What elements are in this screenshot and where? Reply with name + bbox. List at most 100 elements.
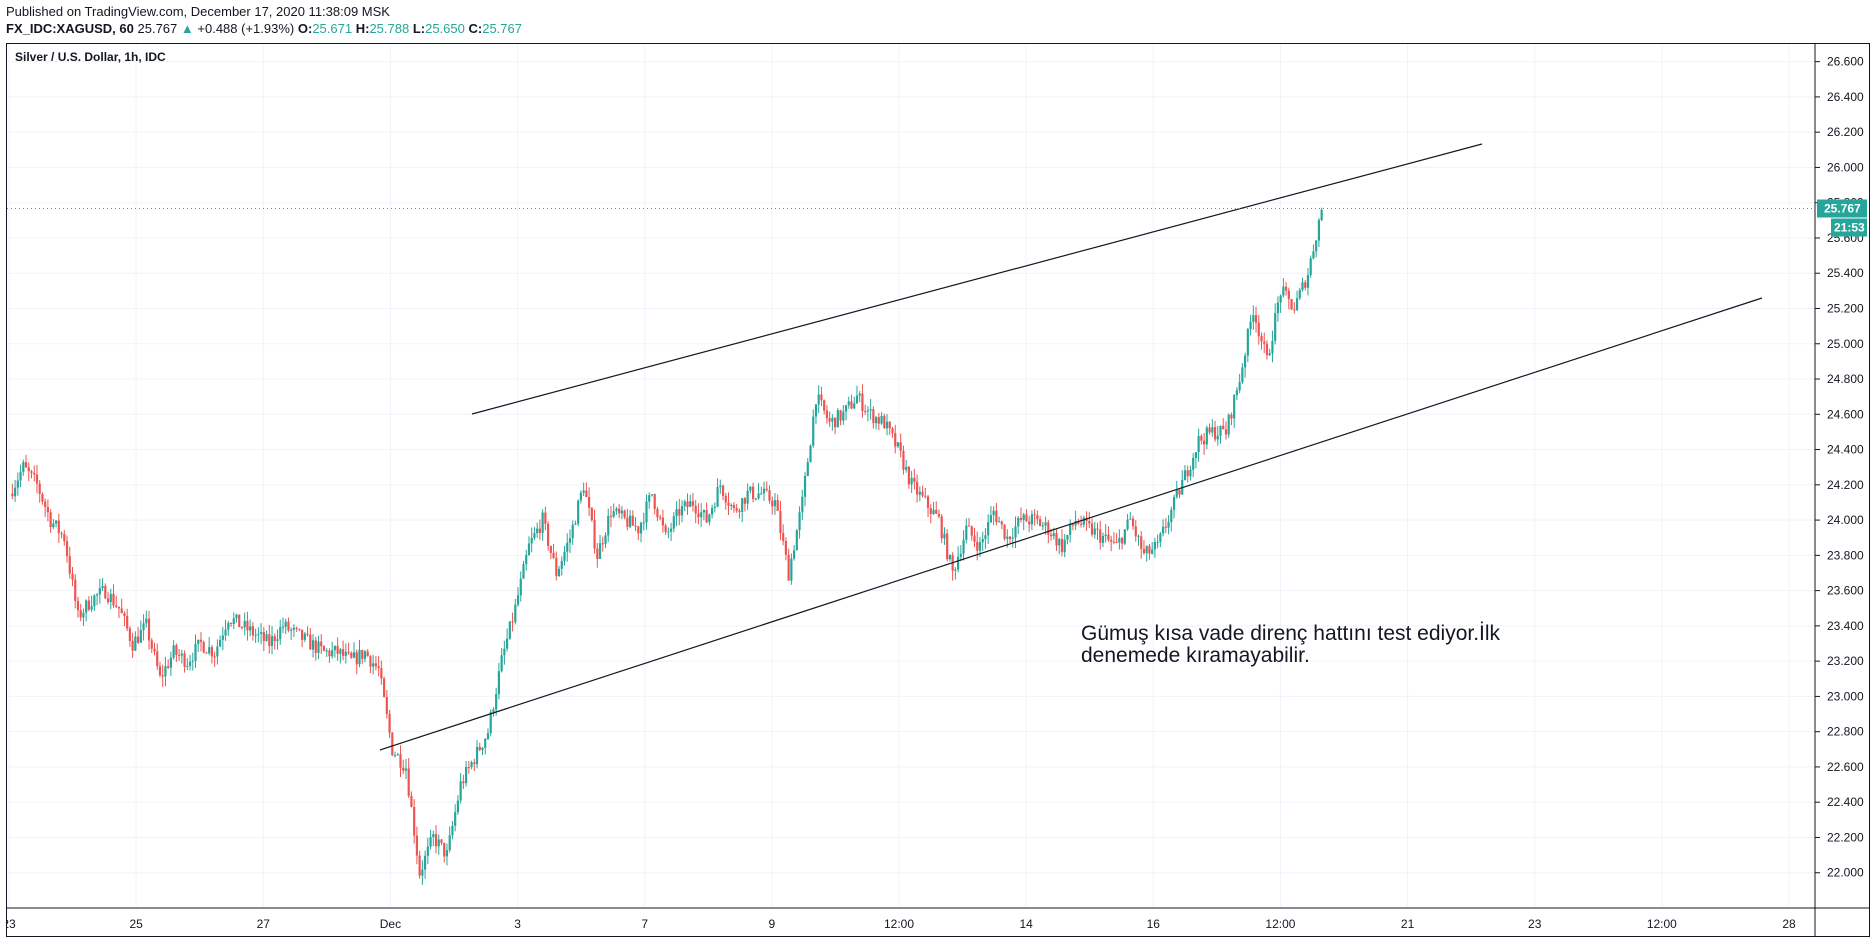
time-axis[interactable]: 23 25 27 Dec 3 7 9 12:00 14 16 12:00 21 23 12:00 28 xyxy=(2,917,1796,931)
candle-body xyxy=(1167,521,1170,528)
candle-body xyxy=(907,466,910,485)
candle-body xyxy=(557,568,561,577)
candle-body xyxy=(711,508,714,515)
candle-body xyxy=(620,510,623,514)
candle-body xyxy=(1254,315,1258,323)
candle-body xyxy=(156,651,159,667)
candle-body xyxy=(626,517,629,527)
candle-body xyxy=(194,643,197,661)
candle-body xyxy=(410,795,413,807)
candle-body xyxy=(377,666,380,669)
candle-body xyxy=(1110,539,1113,542)
chart-frame[interactable]: 22.000 22.200 22.400 22.600 22.800 23.000 23.2… xyxy=(2,43,1870,937)
candle-body xyxy=(342,649,345,656)
candle-body xyxy=(65,541,69,557)
y-tick-label: 26.200 xyxy=(1827,125,1864,139)
y-tick-label: 24.600 xyxy=(1827,407,1864,421)
candle-body xyxy=(320,641,323,647)
candle-body xyxy=(1241,367,1244,383)
candle-body xyxy=(549,546,552,553)
candle-body xyxy=(191,660,194,662)
candle-body xyxy=(926,496,930,508)
candle-body xyxy=(639,522,643,534)
y-tick-label: 22.000 xyxy=(1827,866,1864,880)
candle-body xyxy=(445,850,449,857)
candle-body xyxy=(888,421,891,429)
candle-body xyxy=(782,533,785,542)
candle-body xyxy=(1317,219,1320,241)
candle-body xyxy=(260,632,263,634)
candle-body xyxy=(984,535,987,539)
candle-body xyxy=(383,678,386,697)
candle-body xyxy=(814,404,818,417)
candle-body xyxy=(932,509,935,514)
candle-body xyxy=(577,500,580,524)
candle-body xyxy=(1096,528,1099,530)
trendline[interactable] xyxy=(471,143,1483,415)
candle-body xyxy=(279,627,282,640)
trendline[interactable] xyxy=(379,297,1763,751)
price-chart[interactable]: 22.000 22.200 22.400 22.600 22.800 23.000 23.2… xyxy=(2,44,1869,936)
candle-body xyxy=(1014,526,1017,538)
candle-body xyxy=(713,506,716,509)
candle-body xyxy=(112,593,115,606)
candle-body xyxy=(208,647,211,654)
candle-body xyxy=(418,855,421,876)
symbol-label: FX_IDC:XAGUSD, 60 xyxy=(6,21,134,36)
candle-body xyxy=(1246,329,1249,356)
candle-body xyxy=(946,533,949,560)
y-tick-label: 26.400 xyxy=(1827,90,1864,104)
candle-body xyxy=(1071,524,1074,526)
y-tick-label: 26.000 xyxy=(1827,160,1864,174)
candle-body xyxy=(1208,427,1211,433)
candle-body xyxy=(1101,535,1105,543)
candle-body xyxy=(145,618,148,624)
candle-body xyxy=(167,666,170,668)
candle-body xyxy=(700,512,703,518)
candle-body xyxy=(76,600,80,611)
annotation-text[interactable]: Gümuş kısa vade direnç hattını test ediy… xyxy=(1081,622,1501,667)
candle-body xyxy=(268,634,271,647)
candle-body xyxy=(916,481,919,495)
candle-body xyxy=(199,639,203,642)
candle-body xyxy=(1145,546,1148,554)
candle-body xyxy=(35,474,39,484)
candle-body xyxy=(1265,343,1269,356)
candle-body xyxy=(292,627,295,630)
y-tick-label: 23.800 xyxy=(1827,548,1864,562)
candle-body xyxy=(1058,538,1061,546)
candle-body xyxy=(1200,436,1203,441)
candle-body xyxy=(1194,452,1197,458)
candle-body xyxy=(1306,275,1310,288)
up-arrow-icon: ▲ xyxy=(180,21,194,36)
candle-body xyxy=(98,588,101,595)
candle-body xyxy=(224,629,227,636)
candle-body xyxy=(213,656,216,658)
candle-body xyxy=(987,522,990,536)
candle-body xyxy=(1134,526,1137,537)
candle-body xyxy=(675,509,678,517)
candle-body xyxy=(902,450,905,470)
candle-body xyxy=(68,556,71,574)
candle-body xyxy=(246,620,249,631)
candle-body xyxy=(1153,542,1156,550)
candle-body xyxy=(823,400,826,411)
candle-body xyxy=(730,505,733,507)
candle-body xyxy=(607,515,610,536)
price-axis[interactable]: 22.000 22.200 22.400 22.600 22.800 23.000 23.2… xyxy=(1815,55,1864,880)
candle-body xyxy=(139,629,142,643)
candle-body xyxy=(842,411,845,421)
candle-body xyxy=(1148,546,1151,554)
candle-body xyxy=(574,523,577,525)
candle-body xyxy=(1197,436,1200,453)
candle-body xyxy=(363,651,367,659)
candle-body xyxy=(588,496,591,508)
candle-body xyxy=(284,621,287,627)
candle-body xyxy=(511,621,514,623)
open-label: O: xyxy=(297,21,313,36)
candle-body xyxy=(875,417,878,424)
candle-body xyxy=(948,555,951,560)
candle-body xyxy=(817,394,820,405)
candle-body xyxy=(22,462,25,472)
candle-body xyxy=(1205,427,1208,445)
